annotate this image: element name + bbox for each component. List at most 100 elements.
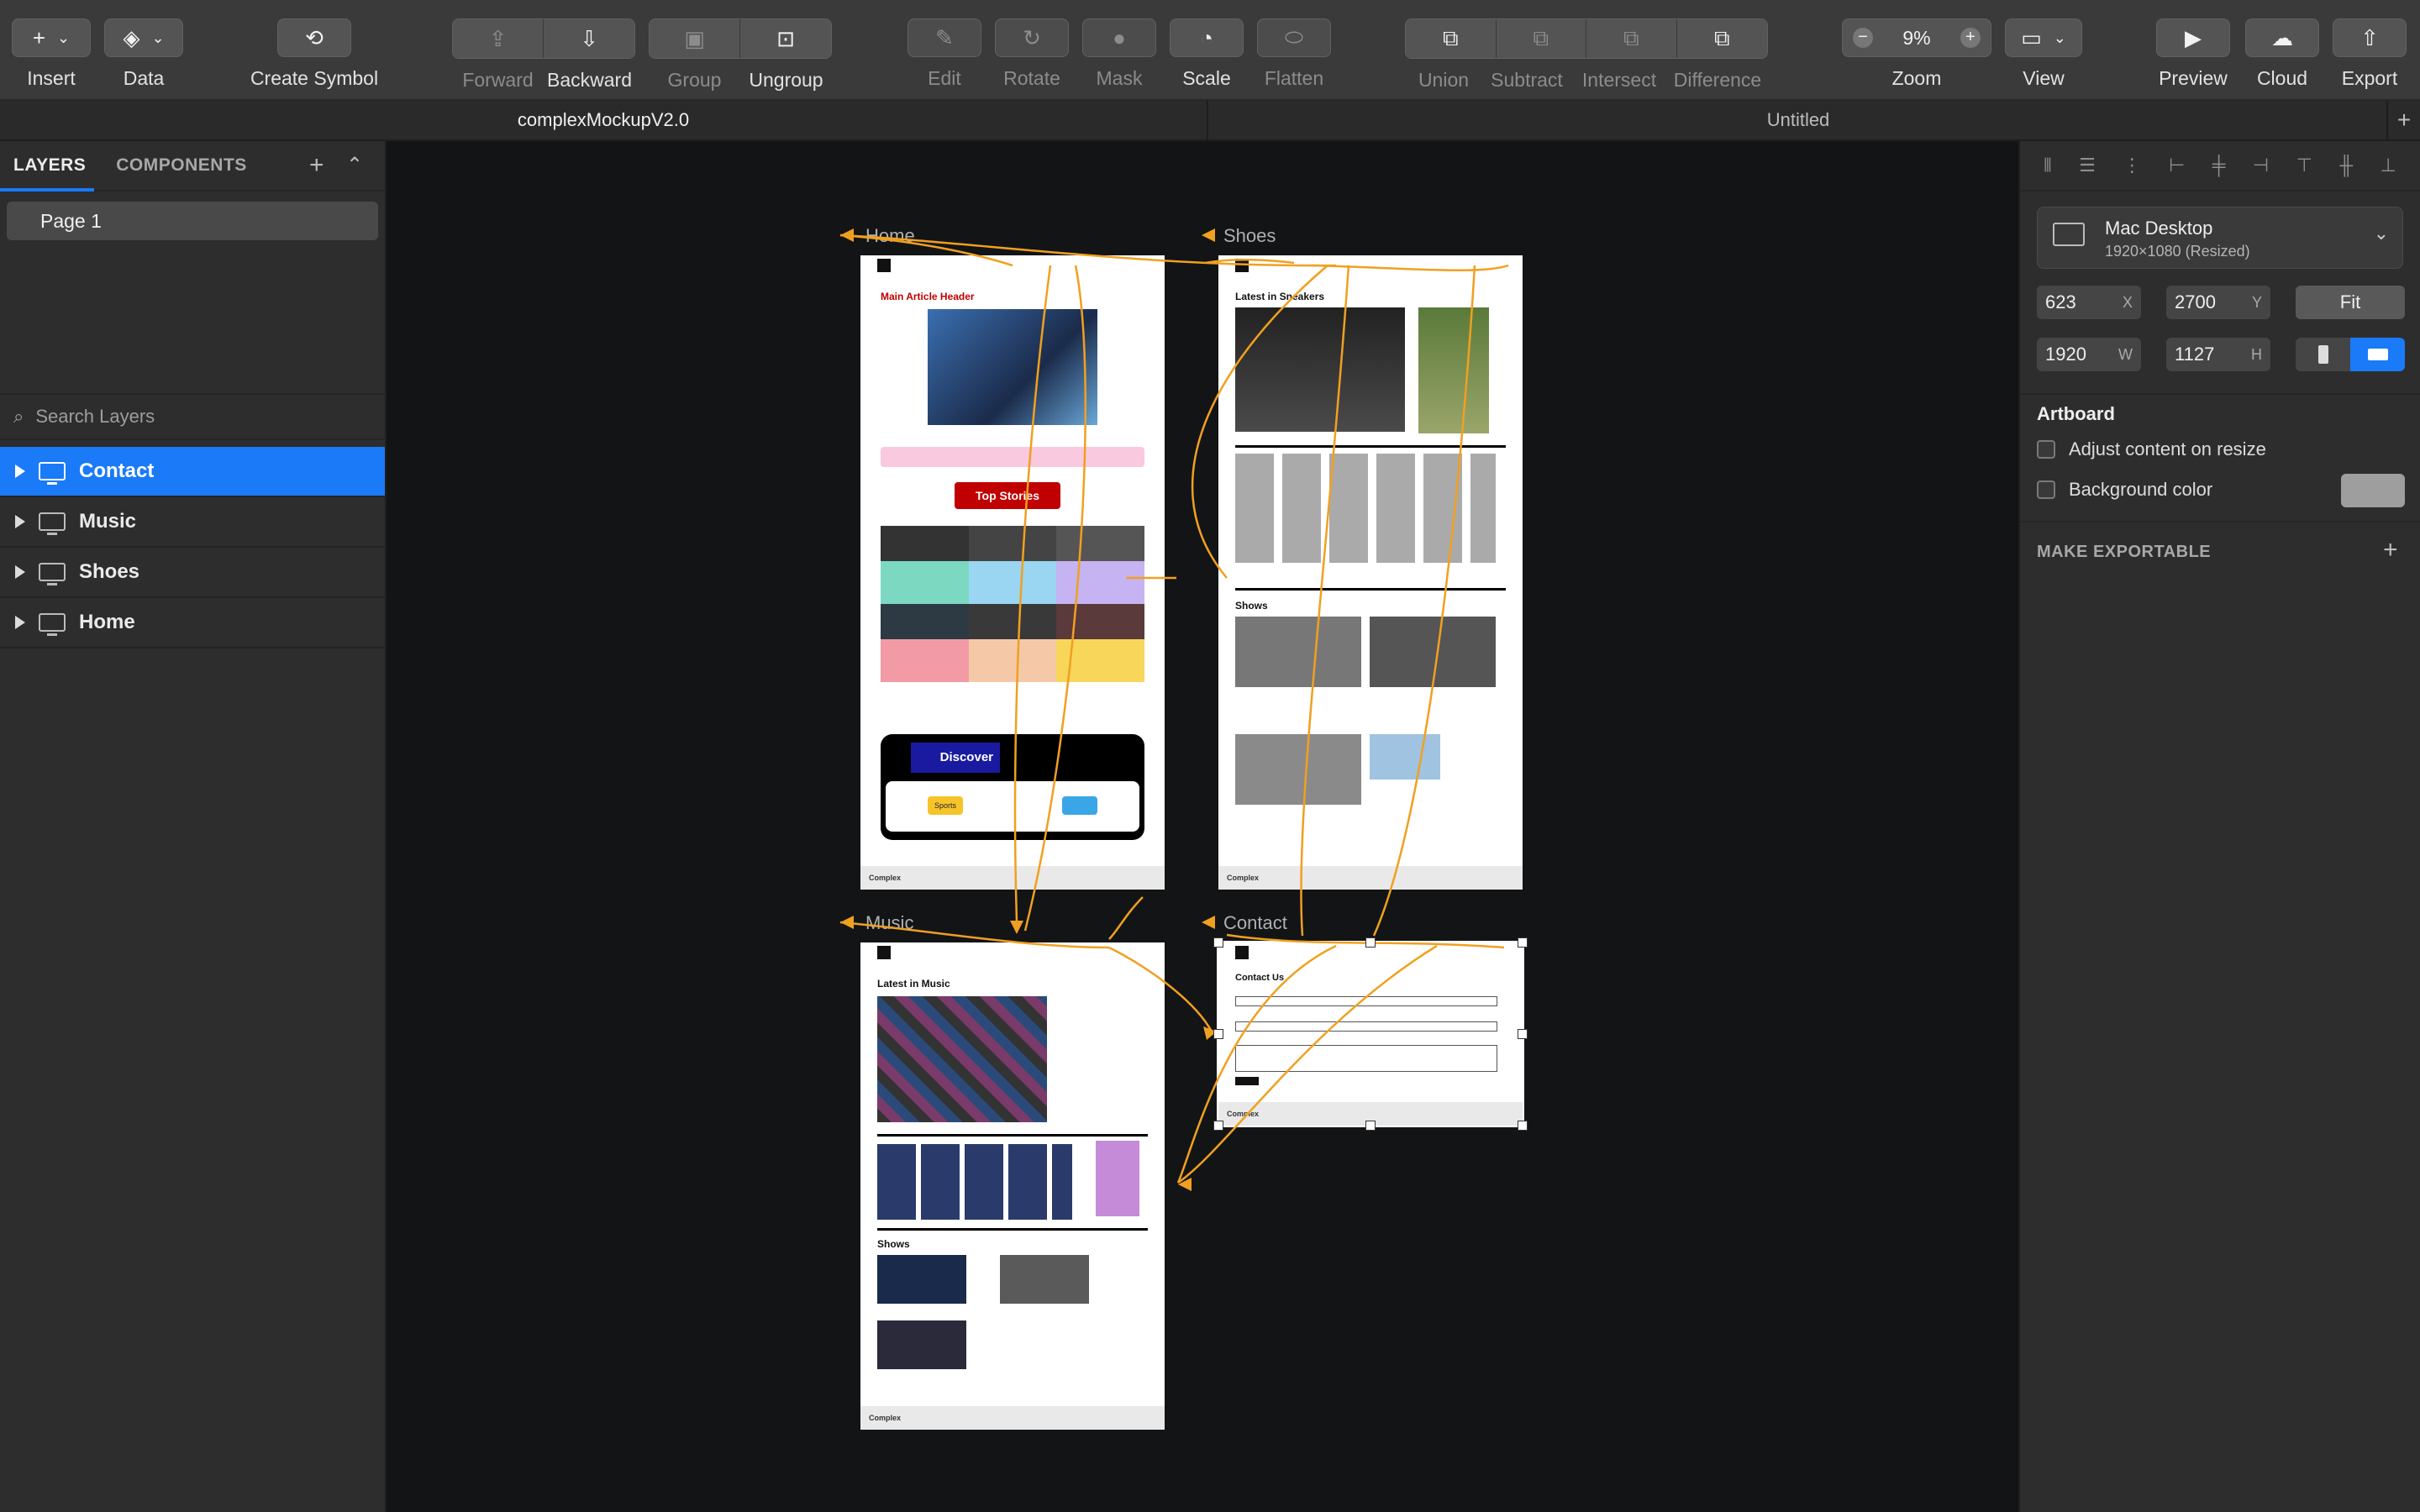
disclosure-triangle-icon[interactable]	[15, 465, 25, 478]
artboard-contact[interactable]: Contact Us Complex	[1217, 941, 1524, 1127]
artboard-title-shoes[interactable]: Shoes	[1223, 225, 1276, 246]
layer-home[interactable]: Home	[0, 598, 385, 648]
tab-components[interactable]: COMPONENTS	[116, 155, 247, 175]
adjust-content-checkbox[interactable]: Adjust content on resize	[2037, 438, 2266, 460]
resize-handle[interactable]	[1365, 937, 1376, 948]
more-icon[interactable]: ⋮	[2123, 155, 2142, 176]
preview-button[interactable]: ▶	[2156, 18, 2230, 57]
y-field[interactable]: 2700 Y	[2166, 286, 2270, 319]
view-button[interactable]: ▭ ⌄	[2005, 18, 2082, 57]
difference-button[interactable]: ⧉	[1676, 19, 1767, 58]
align-bottom-icon[interactable]: ⊥	[2380, 155, 2396, 176]
backward-icon: ⇩	[580, 25, 598, 51]
checkbox[interactable]	[2037, 480, 2055, 499]
scale-button[interactable]: ◔	[1170, 18, 1244, 57]
create-symbol-tool[interactable]: ⟲ Create Symbol	[250, 18, 378, 90]
mask-tool[interactable]: ● Mask	[1082, 18, 1156, 90]
checkbox[interactable]	[2037, 440, 2055, 459]
subtract-button[interactable]: ⧉	[1496, 19, 1586, 58]
layer-shoes[interactable]: Shoes	[0, 548, 385, 598]
distribute-vertical-icon[interactable]: ☰	[2079, 155, 2096, 176]
create-symbol-button[interactable]: ⟲	[277, 18, 351, 57]
tab-layers[interactable]: LAYERS	[13, 155, 87, 175]
ungroup-button[interactable]: ⊡	[740, 19, 831, 58]
align-center-icon[interactable]: ╪	[2212, 155, 2226, 176]
add-export-icon[interactable]: +	[2383, 536, 2398, 564]
preview-tool[interactable]: ▶ Preview	[2156, 18, 2230, 90]
intersect-button[interactable]: ⧉	[1586, 19, 1677, 58]
edit-tool[interactable]: ✎ Edit	[908, 18, 981, 90]
backward-button[interactable]: ⇩	[544, 19, 634, 58]
resize-handle[interactable]	[1365, 1121, 1376, 1131]
insert-tool[interactable]: + ⌄ Insert	[12, 18, 91, 90]
resize-handle[interactable]	[1518, 1121, 1528, 1131]
disclosure-triangle-icon[interactable]	[15, 616, 25, 629]
distribute-horizontal-icon[interactable]: ⫴	[2044, 155, 2052, 176]
new-tab-button[interactable]: +	[2386, 101, 2420, 139]
disclosure-triangle-icon[interactable]	[15, 565, 25, 579]
cloud-tool[interactable]: ☁ Cloud	[2245, 18, 2319, 90]
export-button[interactable]: ⇧	[2333, 18, 2407, 57]
zoom-control[interactable]: − 9% +	[1842, 18, 1991, 57]
x-field[interactable]: 623 X	[2037, 286, 2141, 319]
scale-tool[interactable]: ◔ Scale	[1170, 18, 1244, 90]
group-button[interactable]: ▣	[650, 19, 740, 58]
scale-label: Scale	[1182, 67, 1231, 89]
resize-handle[interactable]	[1213, 1029, 1223, 1039]
tab-complexmockup[interactable]: complexMockupV2.0	[0, 101, 1208, 139]
zoom-in-icon[interactable]: +	[1960, 28, 1981, 48]
resize-handle[interactable]	[1213, 937, 1223, 948]
mask-button[interactable]: ●	[1082, 18, 1156, 57]
collapse-icon[interactable]: ⌃	[346, 154, 364, 176]
export-tool[interactable]: ⇧ Export	[2333, 18, 2407, 90]
align-middle-icon[interactable]: ╫	[2339, 155, 2353, 176]
message-field	[1235, 1045, 1497, 1072]
plus-icon: +	[2396, 107, 2412, 133]
view-tool[interactable]: ▭ ⌄ View	[2005, 18, 2082, 90]
artboard-home[interactable]: Main Article Header Top Stories Discover…	[860, 255, 1165, 890]
artboard-music[interactable]: Latest in Music Shows Complex	[860, 942, 1165, 1430]
disclosure-triangle-icon[interactable]	[15, 515, 25, 528]
add-page-icon[interactable]: +	[309, 151, 324, 179]
data-button[interactable]: ◈ ⌄	[104, 18, 183, 57]
show-thumbnail	[1370, 734, 1440, 780]
artboard-title-home[interactable]: Home	[865, 225, 915, 246]
flatten-tool[interactable]: ⬭ Flatten	[1257, 18, 1331, 90]
align-top-icon[interactable]: ⊤	[2296, 155, 2312, 176]
category-card	[881, 604, 969, 682]
background-color-checkbox[interactable]: Background color	[2037, 479, 2212, 501]
flatten-button[interactable]: ⬭	[1257, 18, 1331, 57]
width-field[interactable]: 1920 W	[2037, 338, 2141, 371]
union-button[interactable]: ⧉	[1406, 19, 1497, 58]
landscape-button[interactable]	[2350, 338, 2405, 371]
group-tools: ▣ ⊡ Group Ungroup	[649, 18, 832, 92]
resize-handle[interactable]	[1518, 1029, 1528, 1039]
portrait-button[interactable]	[2296, 338, 2350, 371]
insert-button[interactable]: + ⌄	[12, 18, 91, 57]
resize-handle[interactable]	[1518, 937, 1528, 948]
rotate-button[interactable]: ↻	[995, 18, 1069, 57]
resize-handle[interactable]	[1213, 1121, 1223, 1131]
layer-contact[interactable]: Contact	[0, 447, 385, 497]
edit-button[interactable]: ✎	[908, 18, 981, 57]
page-item[interactable]: Page 1	[7, 202, 378, 240]
height-field[interactable]: 1127 H	[2166, 338, 2270, 371]
background-color-swatch[interactable]	[2341, 474, 2405, 507]
rotate-tool[interactable]: ↻ Rotate	[995, 18, 1069, 90]
data-tool[interactable]: ◈ ⌄ Data	[104, 18, 183, 90]
artboard-title-music[interactable]: Music	[865, 912, 914, 933]
zoom-out-icon[interactable]: −	[1853, 28, 1873, 48]
scale-icon: ◔	[1200, 24, 1213, 50]
artboard-title-contact[interactable]: Contact	[1223, 912, 1287, 933]
align-right-icon[interactable]: ⊣	[2252, 155, 2270, 176]
cloud-button[interactable]: ☁	[2245, 18, 2319, 57]
artboard-shoes[interactable]: Latest in Sneakers Shows Complex	[1218, 255, 1523, 890]
artboard-preset-select[interactable]: Mac Desktop 1920×1080 (Resized) ⌄	[2037, 207, 2403, 269]
align-left-icon[interactable]: ⊢	[2168, 155, 2186, 176]
fit-button[interactable]: Fit	[2296, 286, 2405, 319]
search-layers[interactable]: ⌕ Search Layers	[0, 393, 387, 440]
layer-music[interactable]: Music	[0, 497, 385, 548]
tab-untitled[interactable]: Untitled	[1766, 109, 1830, 130]
forward-button[interactable]: ⇪	[453, 19, 544, 58]
canvas[interactable]: Home Main Article Header Top Stories Dis…	[387, 141, 2018, 1512]
